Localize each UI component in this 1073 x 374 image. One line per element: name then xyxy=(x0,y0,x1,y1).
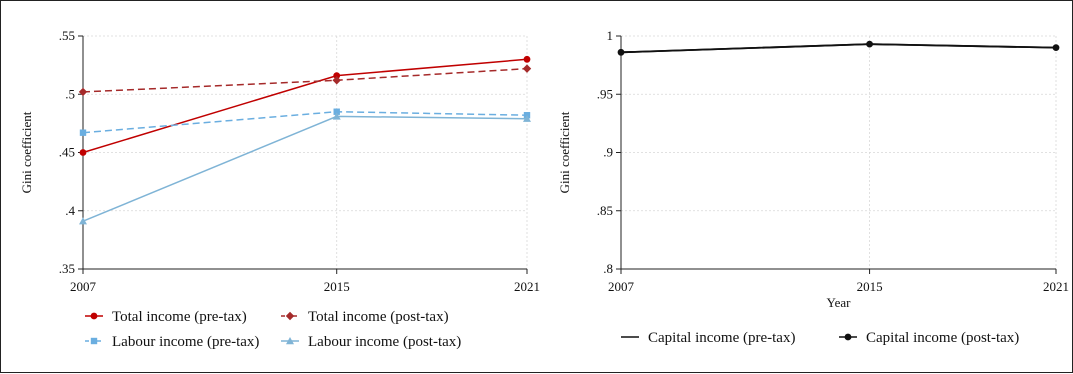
legend-marker xyxy=(285,311,295,321)
legend-label: Labour income (pre-tax) xyxy=(112,334,259,350)
legend-item: Capital income (post-tax) xyxy=(839,330,1019,346)
y-tick-label: .45 xyxy=(59,145,75,160)
data-point xyxy=(79,149,87,156)
series-line xyxy=(620,43,1057,54)
legend-label: Total income (pre-tax) xyxy=(112,309,247,325)
legend-item: Capital income (pre-tax) xyxy=(621,330,795,346)
y-tick-label: 1 xyxy=(607,28,614,43)
data-point xyxy=(333,108,340,115)
chart-panel-1: .35 .4 .45 .5 .55 2007 2015 2021 Gini coefficien… xyxy=(19,28,540,350)
data-point xyxy=(617,48,625,56)
data-point xyxy=(333,72,341,80)
data-point xyxy=(1052,44,1060,52)
series-line xyxy=(82,67,528,93)
legend-marker xyxy=(286,337,294,345)
series-1-2 xyxy=(78,64,532,97)
x-tick-label: 2015 xyxy=(857,279,883,294)
y-tick-label: .55 xyxy=(59,28,75,43)
legend-marker xyxy=(90,312,98,320)
y-tick-label: .35 xyxy=(59,261,75,276)
legend-label: Labour income (post-tax) xyxy=(308,334,461,350)
y-axis-title: Gini coefficient xyxy=(19,111,34,193)
data-point xyxy=(332,112,341,120)
legend-item: Labour income (pre-tax) xyxy=(85,334,259,350)
x-tick-label: 2007 xyxy=(608,279,635,294)
legend-item: Labour income (post-tax) xyxy=(281,334,461,350)
y-tick-label: .5 xyxy=(65,86,75,101)
y-tick-label: .9 xyxy=(603,145,613,160)
data-point xyxy=(332,76,341,85)
legend-label: Capital income (post-tax) xyxy=(866,330,1019,346)
data-point xyxy=(79,217,87,225)
data-point xyxy=(523,114,531,122)
legend-item: Total income (pre-tax) xyxy=(85,309,247,325)
legend-marker xyxy=(844,333,852,341)
data-point xyxy=(866,40,873,48)
x-tick-label: 2021 xyxy=(514,279,540,294)
y-tick-label: .95 xyxy=(597,86,613,101)
data-point xyxy=(523,55,531,63)
legend-label: Total income (post-tax) xyxy=(308,309,449,325)
legend-label: Capital income (pre-tax) xyxy=(648,330,795,346)
x-axis-title: Year xyxy=(827,295,852,310)
data-point xyxy=(78,87,88,97)
legend-marker xyxy=(90,337,98,345)
legend-item: Total income (post-tax) xyxy=(281,309,449,325)
series-1-4 xyxy=(79,112,531,225)
x-tick-label: 2007 xyxy=(70,279,97,294)
x-tick-label: 2021 xyxy=(1043,279,1069,294)
x-tick-label: 2015 xyxy=(324,279,350,294)
chart-panel-2: .8 .85 .9 .95 1 2007 2015 2021 Gini coefficient Y… xyxy=(557,28,1069,346)
y-tick-label: .85 xyxy=(597,203,613,218)
series-2-2 xyxy=(617,40,1060,56)
y-tick-label: .4 xyxy=(65,203,75,218)
data-point xyxy=(79,129,87,136)
y-tick-label: .8 xyxy=(603,261,613,276)
series-1-1 xyxy=(79,55,531,156)
y-axis-title: Gini coefficient xyxy=(557,111,572,193)
series-1-3 xyxy=(79,108,531,136)
data-point xyxy=(522,64,532,73)
